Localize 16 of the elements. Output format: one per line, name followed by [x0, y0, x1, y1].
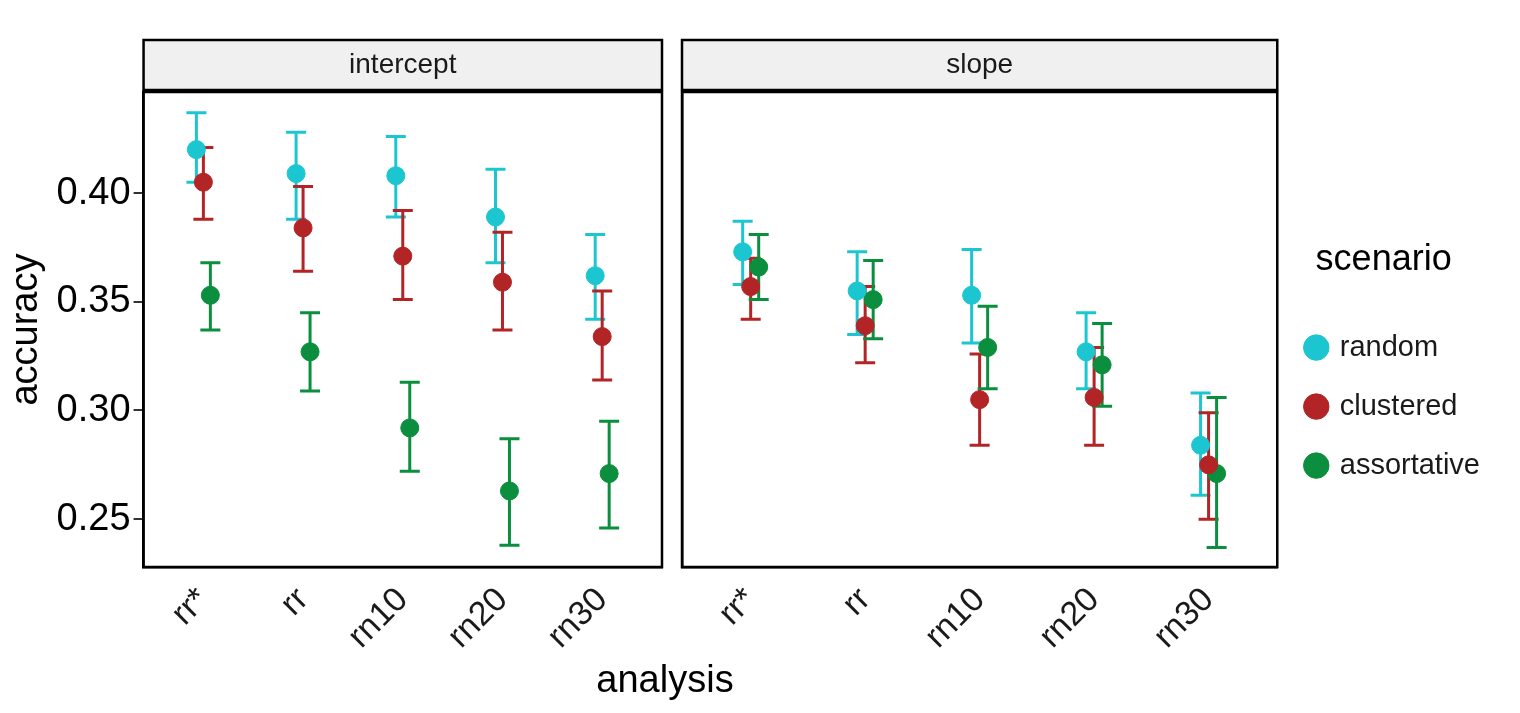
x-tick-label: rr: [271, 579, 315, 623]
y-axis-title: accuracy: [3, 253, 46, 406]
x-axis-title: analysis: [595, 658, 735, 701]
x-tick-label: rr*: [710, 579, 763, 632]
legend-title: scenario: [1315, 236, 1452, 278]
y-tick-label: 0.30: [56, 386, 131, 429]
y-tick-label: 0.25: [56, 495, 131, 538]
legend-label: random: [1339, 329, 1439, 362]
x-tick-label: rr*: [162, 579, 215, 632]
chart-title: slope: [946, 47, 1014, 79]
x-tick-label: rr: [833, 579, 877, 623]
chart-title: intercept: [349, 47, 457, 79]
legend-label: assortative: [1339, 447, 1481, 480]
legend-label: clustered: [1339, 388, 1458, 421]
y-tick-label: 0.40: [56, 169, 131, 212]
y-tick-label: 0.35: [56, 278, 131, 321]
